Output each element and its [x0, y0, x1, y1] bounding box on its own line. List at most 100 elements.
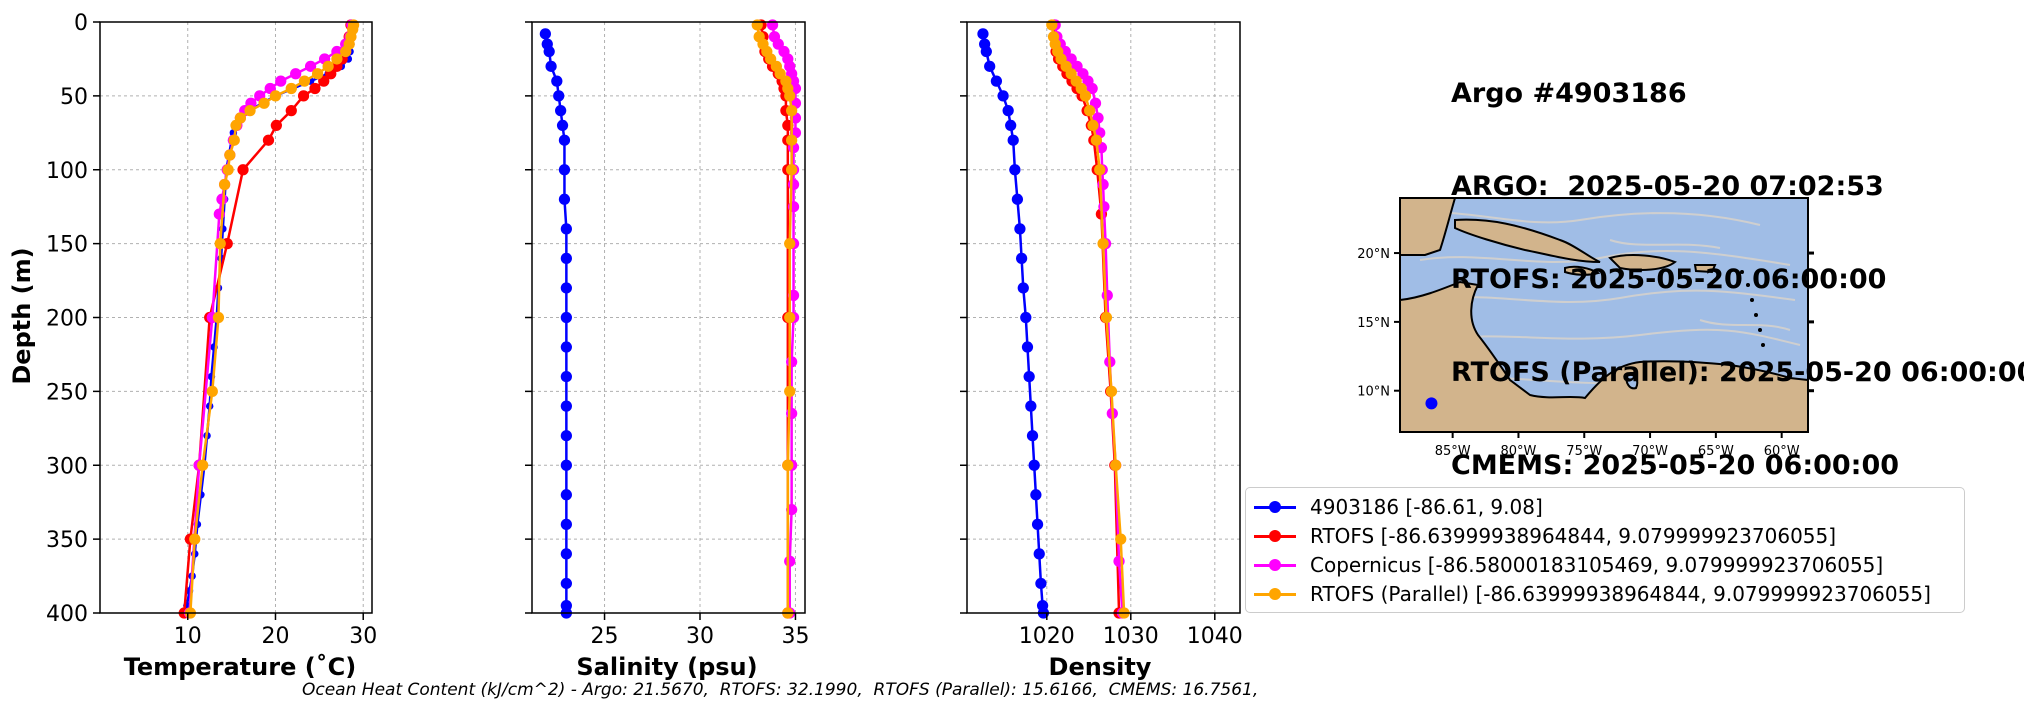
density-point [997, 90, 1009, 102]
density-point [1079, 90, 1092, 102]
density-xtick-label: 1030 [1103, 624, 1159, 649]
density-point [1100, 311, 1113, 324]
temperature-point [258, 97, 270, 109]
density-xtick-label: 1040 [1187, 624, 1243, 649]
salinity-point [751, 19, 763, 31]
temperature-ytick-label: 50 [60, 85, 88, 110]
density-point [1033, 548, 1045, 560]
density-point [1005, 119, 1017, 132]
temperature-axis-label: Temperature (˚C) [124, 653, 357, 681]
temperature-ytick-label: 300 [46, 454, 88, 479]
temperature-point [311, 68, 324, 80]
salinity-point [560, 548, 572, 560]
temperature-point [298, 75, 311, 87]
density-point [1090, 134, 1102, 146]
salinity-point [560, 252, 572, 265]
density-point [1087, 119, 1099, 132]
salinity-point [784, 555, 796, 567]
salinity-point [786, 134, 798, 146]
temperature-point [189, 533, 201, 545]
density-point [1021, 341, 1034, 353]
salinity-point [539, 28, 551, 40]
salinity-point [560, 459, 572, 471]
salinity-point [560, 577, 572, 590]
density-point [1011, 193, 1024, 205]
density-point [1028, 459, 1040, 471]
salinity-point [786, 164, 798, 176]
temperature-point [222, 164, 234, 176]
title-line-argo-time: ARGO: 2025-05-20 07:02:53 [1451, 171, 1884, 202]
salinity-point [560, 282, 572, 294]
temperature-point [228, 134, 240, 146]
temperature-ytick-label: 0 [74, 11, 88, 36]
figure-title: Argo #4903186 ARGO: 2025-05-20 07:02:53 … [1451, 16, 2024, 512]
depth-axis-label: Depth (m) [8, 247, 36, 384]
salinity-point [786, 407, 798, 420]
density-point [1030, 489, 1042, 501]
salinity-point [766, 19, 779, 31]
title-line-parallel-time: RTOFS (Parallel): 2025-05-20 06:00:00 [1451, 357, 2024, 388]
temperature-point [297, 90, 310, 102]
temperature-ytick-label: 200 [46, 307, 88, 332]
density-point [1002, 105, 1014, 117]
temperature-point [285, 105, 297, 117]
legend-swatch-copernicus [1254, 555, 1296, 575]
density-point [1020, 311, 1032, 324]
salinity-point [558, 134, 571, 146]
map-lat-label: 20°N [1357, 247, 1390, 262]
temperature-point [309, 82, 321, 95]
temperature-point [230, 119, 242, 132]
legend-swatch-rtofs [1254, 526, 1296, 546]
temperature-ytick-label: 250 [46, 380, 88, 405]
legend-swatch-parallel [1254, 584, 1296, 604]
salinity-point [782, 459, 794, 471]
salinity-point [545, 60, 557, 72]
density-panel: 1020 1030 1040 [960, 19, 1243, 649]
float-marker [1425, 397, 1438, 410]
temperature-point [322, 60, 334, 72]
density-point [1110, 459, 1122, 471]
salinity-point [786, 356, 798, 368]
density-point [1115, 533, 1127, 545]
legend-entry-rtofs: RTOFS [-86.63999938964844, 9.07999992370… [1254, 521, 1956, 550]
salinity-point [558, 193, 571, 205]
temperature-point [270, 119, 282, 132]
legend-label-parallel: RTOFS (Parallel) [-86.63999938964844, 9.… [1310, 581, 1931, 606]
legend-entry-parallel: RTOFS (Parallel) [-86.63999938964844, 9.… [1254, 579, 1956, 608]
density-xtick-label: 1020 [1019, 624, 1075, 649]
salinity-point [560, 489, 572, 501]
temperature-point [269, 90, 282, 102]
temperature-point [304, 60, 317, 72]
title-line-rtofs-time: RTOFS: 2025-05-20 06:00:00 [1451, 264, 1887, 295]
salinity-point [556, 119, 569, 132]
temperature-point [197, 459, 209, 471]
density-point [1026, 430, 1039, 442]
density-point [1086, 82, 1098, 95]
temperature-point [237, 164, 249, 176]
density-point [1094, 164, 1106, 176]
salinity-point [551, 75, 563, 87]
salinity-point [560, 400, 572, 412]
temperature-point [214, 238, 226, 250]
map-lon-label: 70°W [1632, 444, 1668, 459]
map-lon-label: 80°W [1500, 444, 1536, 459]
legend-label-rtofs: RTOFS [-86.63999938964844, 9.07999992370… [1310, 523, 1837, 548]
density-point [1015, 252, 1028, 265]
density-point [1009, 164, 1021, 176]
map-lon-label: 60°W [1764, 444, 1800, 459]
density-point [1031, 518, 1044, 530]
legend-label-argo: 4903186 [-86.61, 9.08] [1310, 494, 1543, 519]
temperature-point [244, 105, 256, 117]
location-map: 85°W 80°W 75°W 70°W 65°W 60°W 20°N 15°N 10°N [1357, 197, 1814, 459]
ocean-heat-content-footer: Ocean Heat Content (kJ/cm^2) - Argo: 21.… [302, 680, 1259, 700]
salinity-point [555, 105, 567, 117]
density-point [977, 28, 989, 40]
map-axes: 85°W 80°W 75°W 70°W 65°W 60°W 20°N 15°N 10°N [1357, 247, 1814, 459]
temperature-ytick-label: 100 [46, 159, 88, 184]
salinity-point [560, 518, 572, 530]
legend-swatch-argo [1254, 497, 1296, 517]
salinity-panel: 25 30 35 [525, 19, 809, 649]
title-line-cmems-time: CMEMS: 2025-05-20 06:00:00 [1451, 450, 1900, 481]
legend-entry-copernicus: Copernicus [-86.58000183105469, 9.079999… [1254, 550, 1956, 579]
density-point [984, 60, 996, 72]
